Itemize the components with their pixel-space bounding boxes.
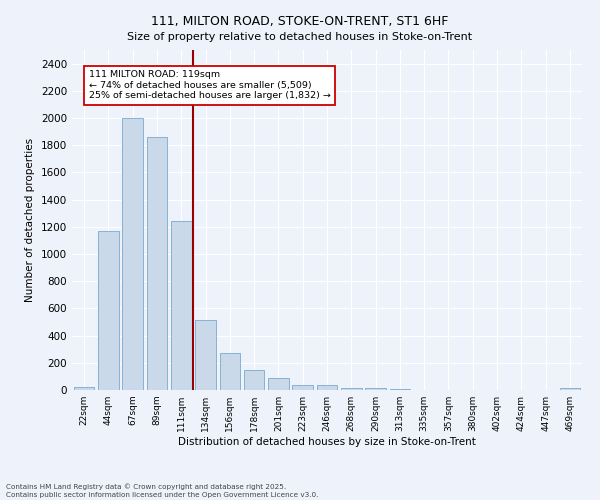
Text: 111, MILTON ROAD, STOKE-ON-TRENT, ST1 6HF: 111, MILTON ROAD, STOKE-ON-TRENT, ST1 6H… bbox=[151, 15, 449, 28]
Bar bbox=[98, 231, 119, 390]
Text: Size of property relative to detached houses in Stoke-on-Trent: Size of property relative to detached ho… bbox=[127, 32, 473, 42]
Bar bbox=[220, 352, 240, 390]
Bar bbox=[171, 222, 191, 390]
X-axis label: Distribution of detached houses by size in Stoke-on-Trent: Distribution of detached houses by size … bbox=[178, 437, 476, 447]
Bar bbox=[122, 118, 143, 390]
Bar bbox=[146, 137, 167, 390]
Bar bbox=[74, 386, 94, 390]
Bar bbox=[244, 370, 265, 390]
Bar bbox=[341, 388, 362, 390]
Text: Contains HM Land Registry data © Crown copyright and database right 2025.
Contai: Contains HM Land Registry data © Crown c… bbox=[6, 484, 319, 498]
Bar bbox=[268, 378, 289, 390]
Bar bbox=[292, 384, 313, 390]
Bar bbox=[195, 320, 216, 390]
Bar bbox=[317, 384, 337, 390]
Bar bbox=[560, 388, 580, 390]
Bar bbox=[365, 388, 386, 390]
Y-axis label: Number of detached properties: Number of detached properties bbox=[25, 138, 35, 302]
Text: 111 MILTON ROAD: 119sqm
← 74% of detached houses are smaller (5,509)
25% of semi: 111 MILTON ROAD: 119sqm ← 74% of detache… bbox=[89, 70, 331, 100]
